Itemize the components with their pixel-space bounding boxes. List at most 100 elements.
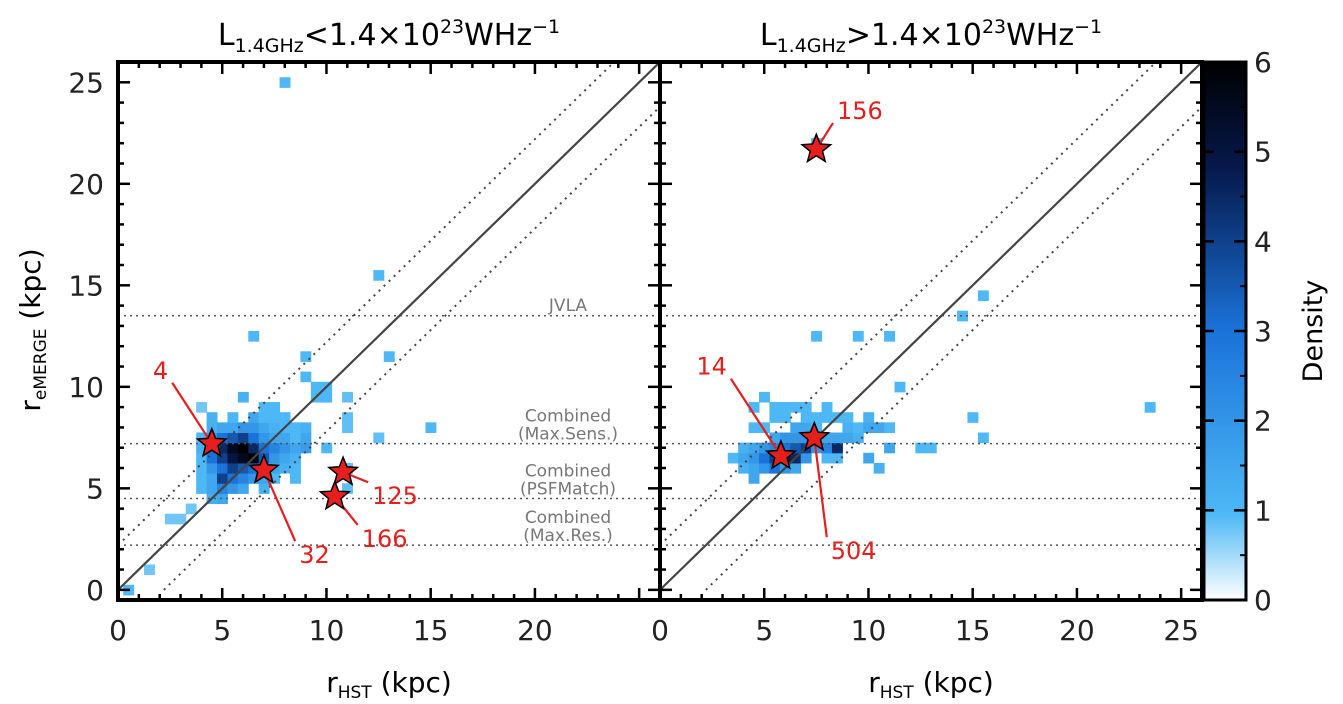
density-cell — [237, 483, 249, 494]
y-tick-label: 5 — [86, 472, 104, 505]
density-cell — [279, 432, 291, 444]
density-cell — [342, 391, 354, 403]
panel2-xlabel: rHST (kpc) — [868, 666, 994, 703]
density-cell — [1144, 402, 1156, 413]
colorbar-tick-label: 3 — [1254, 315, 1272, 348]
density-cell — [217, 422, 228, 434]
density-cell — [842, 422, 854, 434]
density-cell — [217, 462, 228, 474]
density-cell — [800, 412, 812, 423]
panel2-density-cells — [727, 138, 1156, 484]
density-cell — [821, 442, 833, 454]
density-cell — [227, 483, 239, 494]
density-cell — [258, 402, 270, 413]
density-cell — [206, 483, 218, 494]
y-tick-label: 0 — [86, 574, 104, 607]
density-cell — [863, 422, 875, 434]
source-star — [798, 420, 831, 452]
density-cell — [196, 473, 208, 484]
density-cell — [842, 412, 854, 423]
star-label: 166 — [362, 525, 408, 553]
star-label: 125 — [372, 482, 418, 510]
offset-line-upper — [660, 62, 1157, 546]
density-cell — [842, 432, 854, 444]
reference-label: JVLA — [548, 296, 588, 316]
density-cell — [300, 351, 312, 362]
panel-high-luminosity — [660, 62, 1202, 591]
density-cell — [769, 412, 781, 423]
density-cell — [196, 452, 208, 464]
density-cell — [790, 402, 802, 413]
star-annotations: 4 32 125 166 14 504 156 — [153, 97, 883, 569]
density-cell — [383, 351, 395, 362]
density-cell — [342, 483, 354, 494]
density-cell — [279, 462, 291, 474]
density-cell — [175, 513, 187, 525]
density-cell — [748, 452, 760, 464]
density-cell — [811, 331, 823, 342]
density-cell — [258, 483, 270, 494]
density-cell — [217, 452, 228, 464]
source-star — [195, 426, 229, 458]
density-cell — [894, 381, 906, 393]
star-label: 32 — [299, 541, 330, 569]
density-cell — [227, 422, 239, 434]
density-cell — [759, 442, 770, 454]
density-cell — [321, 391, 333, 403]
density-cell — [227, 462, 239, 474]
density-cell — [227, 452, 239, 464]
density-cell — [321, 442, 333, 454]
density-cell — [258, 412, 270, 423]
x-tick-label: 20 — [517, 614, 553, 647]
density-cell — [196, 462, 208, 474]
density-cell — [373, 432, 385, 444]
star-pointer — [813, 437, 828, 538]
density-cell — [769, 402, 781, 413]
reference-label-sub: (Max.Res.) — [523, 526, 613, 546]
density-cell — [279, 452, 291, 464]
reference-line-labels: JVLACombined(Max.Sens.)Combined(PSFMatch… — [518, 296, 618, 546]
density-cell — [852, 432, 864, 444]
density-cell — [227, 412, 239, 423]
star-label: 14 — [696, 353, 727, 381]
star-label: 504 — [831, 537, 877, 565]
density-cell — [196, 432, 208, 444]
density-cell — [258, 422, 270, 434]
density-cell — [873, 462, 885, 474]
y-tick-label: 20 — [68, 168, 104, 201]
density-cell — [800, 422, 812, 434]
colorbar-tick-label: 6 — [1254, 46, 1272, 79]
density-cell — [790, 422, 802, 434]
panel2-frame — [658, 60, 1204, 602]
density-cell — [237, 391, 249, 403]
density-cell — [196, 402, 208, 413]
density-cell — [185, 503, 197, 515]
density-cell — [342, 412, 354, 423]
density-cell — [206, 412, 218, 423]
density-cell — [727, 452, 739, 464]
density-cell — [164, 513, 176, 525]
density-cell — [759, 452, 770, 464]
colorbar-tick-label: 5 — [1254, 136, 1272, 169]
density-cell — [196, 442, 208, 454]
density-cell — [769, 432, 781, 444]
density-cell — [852, 422, 864, 434]
density-cell — [863, 412, 875, 423]
density-cell — [206, 462, 218, 474]
density-cell — [884, 331, 896, 342]
density-cell — [852, 331, 864, 342]
density-cell — [779, 412, 791, 423]
density-cell — [884, 422, 896, 434]
density-cell — [279, 412, 291, 423]
density-cell — [967, 412, 979, 423]
colorbar-tick-label: 1 — [1254, 494, 1272, 527]
x-tick-label: 5 — [755, 614, 773, 647]
density-cell — [821, 452, 833, 464]
reference-label-sub: (Max.Sens.) — [518, 425, 618, 445]
density-cell — [258, 432, 270, 444]
x-tick-label: 5 — [213, 614, 231, 647]
density-cell — [248, 422, 260, 434]
star-pointer — [729, 378, 782, 457]
density-cell — [269, 442, 281, 454]
reference-label: Combined — [525, 508, 611, 528]
